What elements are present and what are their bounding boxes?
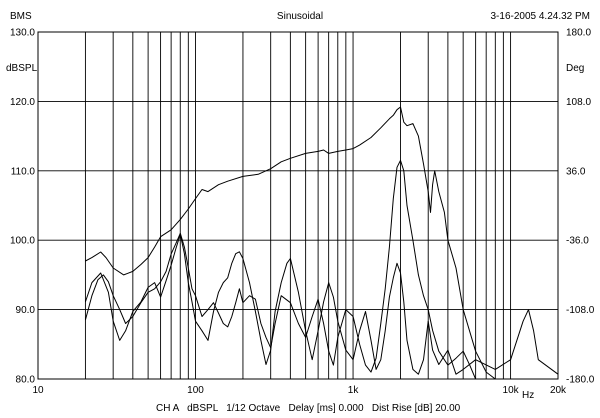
x-axis-unit-label: Hz — [522, 390, 534, 401]
x-tick-label: 100 — [187, 385, 204, 396]
y-tick-label: 100.0 — [10, 236, 35, 247]
x-tick-label: 1k — [348, 385, 360, 396]
footer-settings-text: CH A dBSPL 1/12 Octave Delay [ms] 0.000 … — [156, 403, 461, 414]
header-right-text: 3-16-2005 4.24.32 PM — [490, 11, 590, 22]
y-tick-label: 130.0 — [10, 28, 35, 39]
x-tick-label: 10 — [32, 385, 44, 396]
x-tick-label: 20k — [550, 385, 567, 396]
series-line-3 — [84, 233, 559, 375]
y2-tick-label: -108.0 — [566, 305, 595, 316]
plot-frame — [37, 31, 559, 380]
y-tick-label: 80.0 — [16, 375, 36, 386]
grid — [38, 32, 558, 379]
y2-tick-label: -180.0 — [566, 375, 595, 386]
y-tick-label: 120.0 — [10, 97, 35, 108]
tick-labels: 80.0 90.0 100.0 110.0 120.0 130.0 -180.0 -108.0… — [10, 28, 595, 397]
series-line-2 — [84, 159, 477, 380]
y2-axis-label: Deg — [566, 63, 584, 74]
x-tick-label: 10k — [503, 385, 520, 396]
y-tick-label: 90.0 — [16, 305, 36, 316]
header-left-text: BMS — [10, 11, 32, 22]
y-tick-label: 110.0 — [11, 166, 36, 177]
y2-tick-label: 180.0 — [566, 28, 591, 39]
series-line-1 — [85, 106, 496, 380]
y-axis-label: dBSPL — [6, 63, 38, 74]
header-center-text: Sinusoidal — [277, 11, 323, 22]
y2-tick-label: -36.0 — [566, 236, 589, 247]
y2-tick-label: 108.0 — [566, 97, 591, 108]
y2-tick-label: 36.0 — [566, 166, 586, 177]
series-lines — [84, 106, 559, 380]
